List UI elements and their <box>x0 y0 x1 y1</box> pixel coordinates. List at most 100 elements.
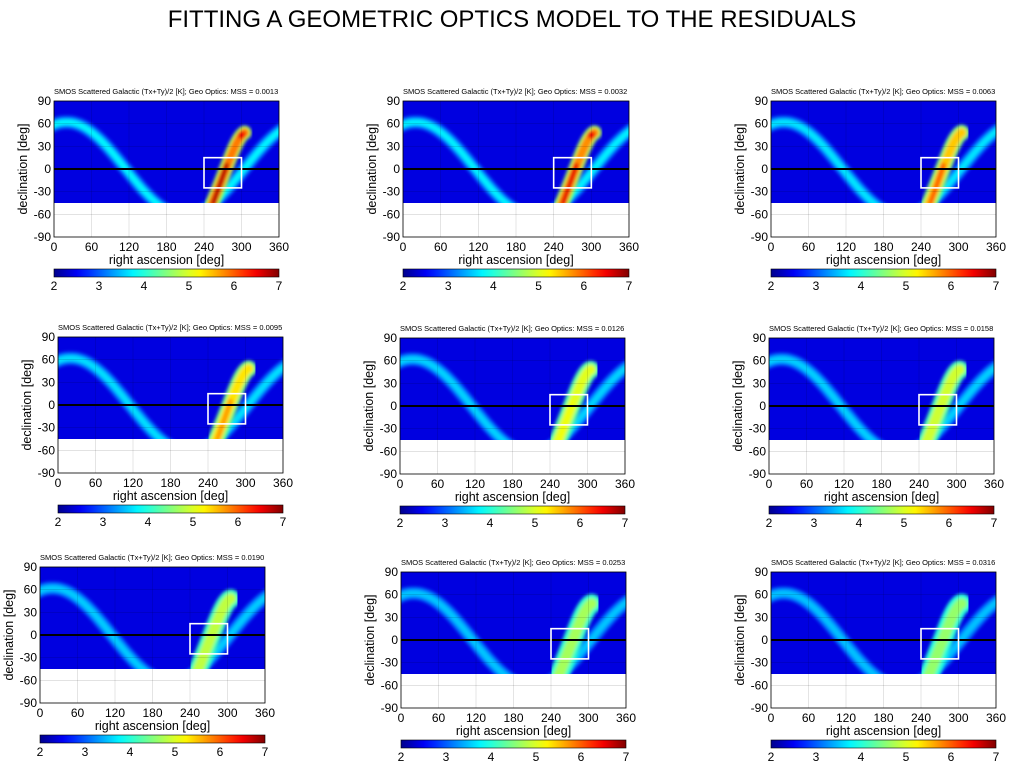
colorbar-tick-label: 7 <box>623 750 630 764</box>
colorbar-tick-label: 7 <box>262 745 269 759</box>
panel-title: SMOS Scattered Galactic (Tx+Ty)/2 [K]; G… <box>54 87 278 96</box>
x-tick-label: 240 <box>194 240 214 254</box>
galactic-band-inner <box>771 590 996 674</box>
x-tick-label: 0 <box>400 240 407 254</box>
sky-map-svg: SMOS Scattered Galactic (Tx+Ty)/2 [K]; G… <box>2 553 275 759</box>
colorbar-tick-label: 6 <box>577 516 584 530</box>
galactic-band-inner <box>771 119 996 203</box>
colorbar-tick-label: 5 <box>901 516 908 530</box>
colorbar-tick-label: 6 <box>235 515 242 529</box>
y-tick-label: 60 <box>755 117 769 131</box>
colorbar-tick-label: 2 <box>37 745 44 759</box>
x-tick-label: 0 <box>51 240 58 254</box>
colorbar-tick-label: 5 <box>903 279 910 293</box>
colorbar-tick-label: 6 <box>948 750 955 764</box>
galactic-band-inner <box>54 119 279 203</box>
colorbar-tick-label: 5 <box>532 516 539 530</box>
y-tick-label: -90 <box>38 466 56 480</box>
plot-frame <box>39 566 266 704</box>
y-tick-label: 30 <box>387 139 401 153</box>
colorbar-tick-label: 2 <box>400 279 407 293</box>
x-tick-label: 60 <box>89 476 103 490</box>
colorbar-tick-label: 7 <box>991 516 998 530</box>
x-tick-label: 0 <box>768 711 775 725</box>
x-tick-label: 240 <box>911 240 931 254</box>
y-tick-label: 0 <box>30 628 37 642</box>
x-tick-label: 180 <box>502 477 522 491</box>
y-tick-label: 90 <box>755 94 769 108</box>
y-axis-label: declination [deg] <box>2 589 16 680</box>
colorbar-tick-label: 3 <box>100 515 107 529</box>
panel-title: SMOS Scattered Galactic (Tx+Ty)/2 [K]; G… <box>403 87 627 96</box>
colorbar-tick-label: 4 <box>127 745 134 759</box>
panel-title: SMOS Scattered Galactic (Tx+Ty)/2 [K]; G… <box>58 323 282 332</box>
colorbar-tick-label: 5 <box>533 750 540 764</box>
x-tick-label: 240 <box>911 711 931 725</box>
x-tick-label: 240 <box>540 477 560 491</box>
plot-frame <box>53 100 280 238</box>
region-box <box>207 392 247 425</box>
colorbar-tick-label: 3 <box>442 516 449 530</box>
x-tick-label: 180 <box>156 240 176 254</box>
y-tick-label: 30 <box>384 376 398 390</box>
sky-map-panel-2: SMOS Scattered Galactic (Tx+Ty)/2 [K]; G… <box>363 81 639 297</box>
colorbar-tick-label: 2 <box>398 750 405 764</box>
y-tick-label: 90 <box>42 330 56 344</box>
x-tick-label: 60 <box>802 240 816 254</box>
sky-map-svg: SMOS Scattered Galactic (Tx+Ty)/2 [K]; G… <box>16 87 289 293</box>
colorbar-tick-label: 4 <box>858 750 865 764</box>
plot-frame <box>402 100 630 238</box>
plot-frame <box>399 337 626 475</box>
y-tick-label: -30 <box>381 656 399 670</box>
colorbar-tick-label: 6 <box>946 516 953 530</box>
panel-title: SMOS Scattered Galactic (Tx+Ty)/2 [K]; G… <box>40 553 264 562</box>
sky-map-panel-8: SMOS Scattered Galactic (Tx+Ty)/2 [K]; G… <box>361 552 636 768</box>
colorbar-tick-label: 4 <box>488 750 495 764</box>
colorbar <box>770 739 997 749</box>
galactic-band-inner <box>58 355 283 439</box>
x-tick-label: 60 <box>431 477 445 491</box>
y-tick-label: 60 <box>755 588 769 602</box>
y-tick-label: -90 <box>751 701 769 715</box>
region-box <box>920 627 960 660</box>
sky-map-panel-3: SMOS Scattered Galactic (Tx+Ty)/2 [K]; G… <box>731 81 1006 297</box>
y-tick-label: 90 <box>385 565 399 579</box>
x-tick-label: 120 <box>123 476 143 490</box>
plot-frame <box>768 337 995 475</box>
x-tick-label: 300 <box>577 477 597 491</box>
colorbar-tick-label: 6 <box>580 279 587 293</box>
x-tick-label: 360 <box>984 477 1004 491</box>
y-tick-label: -30 <box>34 185 52 199</box>
colorbar-tick-label: 4 <box>856 516 863 530</box>
colorbar <box>53 268 280 278</box>
colorbar-tick-label: 7 <box>993 279 1000 293</box>
x-tick-label: 120 <box>466 711 486 725</box>
y-tick-label: 60 <box>38 117 52 131</box>
x-tick-label: 120 <box>836 240 856 254</box>
y-axis-label: declination [deg] <box>365 123 379 214</box>
x-tick-label: 0 <box>55 476 62 490</box>
x-tick-label: 300 <box>581 240 601 254</box>
x-tick-label: 240 <box>544 240 564 254</box>
x-tick-label: 180 <box>160 476 180 490</box>
x-axis-label: right ascension [deg] <box>95 719 210 733</box>
x-tick-label: 120 <box>468 240 488 254</box>
colorbar-tick-label: 4 <box>858 279 865 293</box>
y-tick-label: -60 <box>20 673 38 687</box>
y-tick-label: 30 <box>753 376 767 390</box>
x-tick-label: 120 <box>834 477 854 491</box>
x-tick-label: 120 <box>119 240 139 254</box>
panel-title: SMOS Scattered Galactic (Tx+Ty)/2 [K]; G… <box>400 324 624 333</box>
y-tick-label: -90 <box>749 467 767 481</box>
x-axis-label: right ascension [deg] <box>109 253 224 267</box>
sky-map-panel-1: SMOS Scattered Galactic (Tx+Ty)/2 [K]; G… <box>14 81 289 297</box>
panel-title: SMOS Scattered Galactic (Tx+Ty)/2 [K]; G… <box>771 87 995 96</box>
colorbar-tick-label: 3 <box>813 750 820 764</box>
colorbar-tick-label: 6 <box>231 279 238 293</box>
y-tick-label: -90 <box>34 230 52 244</box>
x-tick-label: 300 <box>231 240 251 254</box>
y-tick-label: -30 <box>751 656 769 670</box>
colorbar <box>57 504 284 514</box>
x-tick-label: 0 <box>397 477 404 491</box>
panel-title: SMOS Scattered Galactic (Tx+Ty)/2 [K]; G… <box>771 558 995 567</box>
